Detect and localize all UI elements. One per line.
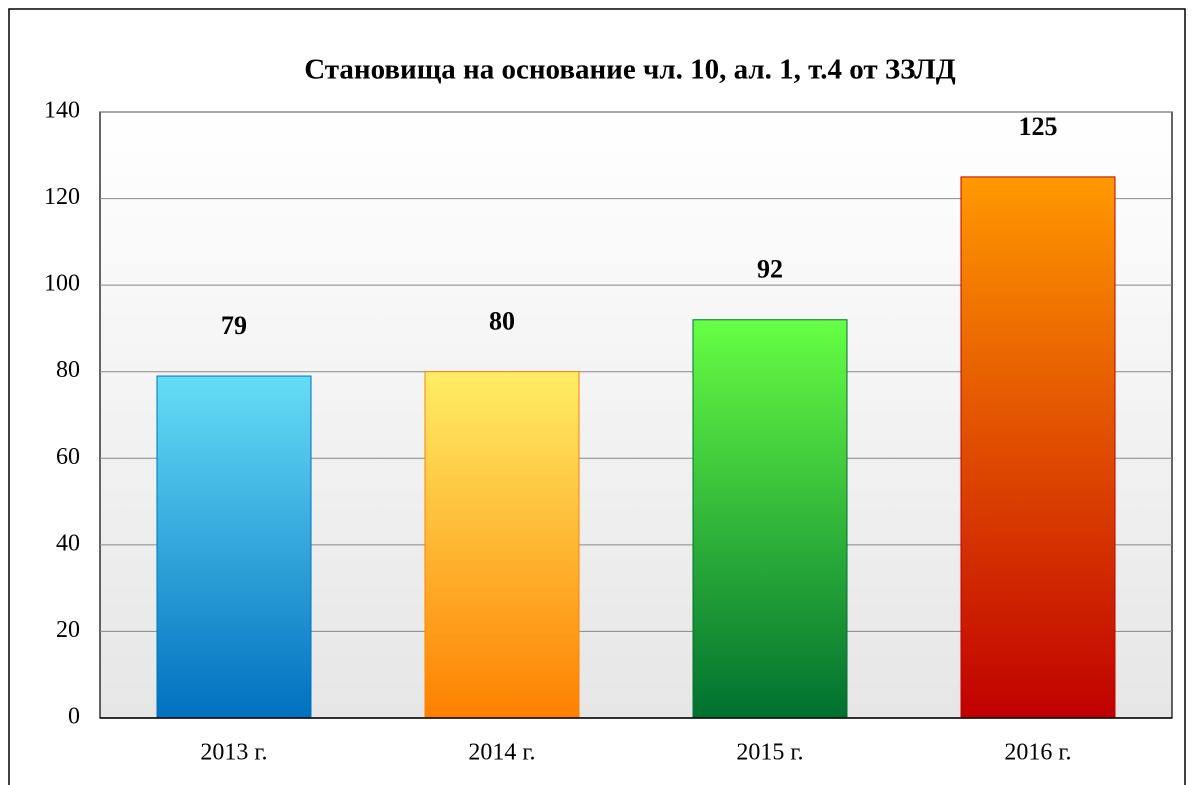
bar [692,319,848,719]
data-label: 79 [221,311,247,340]
x-tick-label: 2016 г. [1004,740,1071,766]
bar [156,375,312,719]
y-tick-label: 140 [44,98,80,124]
y-tick-label: 20 [56,617,80,643]
y-tick-label: 100 [44,271,80,297]
y-tick-label: 120 [44,184,80,210]
x-tick-label: 2013 г. [200,740,267,766]
y-tick-label: 80 [56,357,80,383]
data-label: 125 [1019,112,1058,141]
y-tick-label: 60 [56,444,80,470]
bar [424,371,580,719]
x-tick-label: 2015 г. [736,740,803,766]
y-tick-label: 0 [68,704,80,730]
bar [960,176,1116,719]
x-tick-label: 2014 г. [468,740,535,766]
data-label: 80 [489,307,515,336]
data-label: 92 [757,255,783,284]
y-tick-label: 40 [56,530,80,556]
chart-title: Становища на основание чл. 10, ал. 1, т.… [304,54,956,86]
